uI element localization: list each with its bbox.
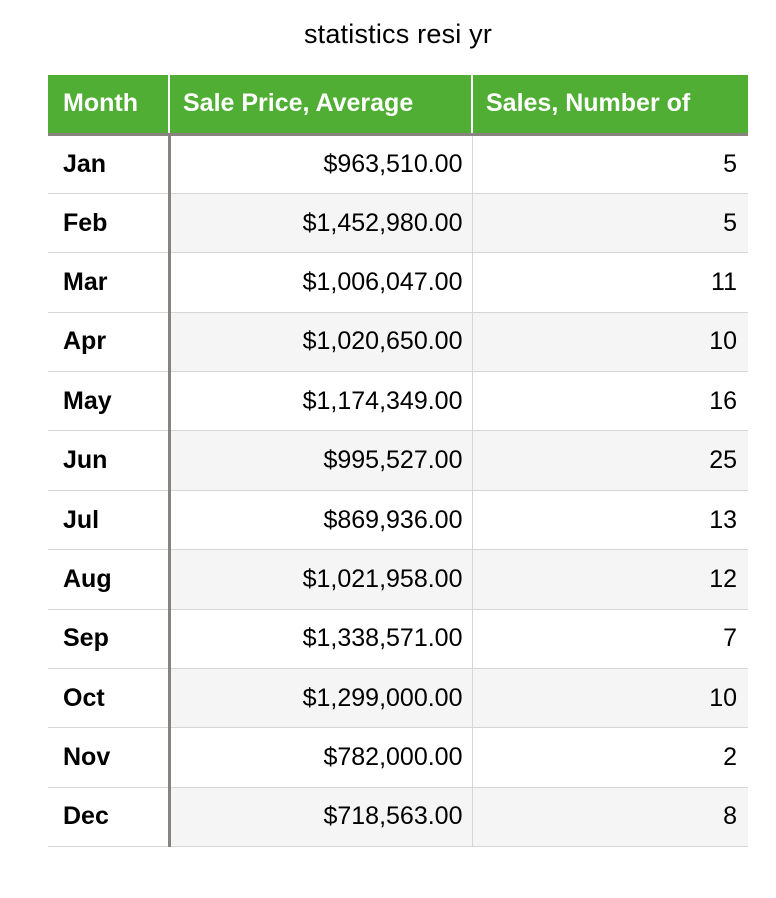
statistics-table: Month Sale Price, Average Sales, Number … (48, 75, 748, 848)
table-row: Sep $1,338,571.00 7 (48, 609, 748, 670)
avg-price-cell: $1,338,571.00 (169, 609, 472, 670)
avg-price-cell: $1,452,980.00 (169, 193, 472, 254)
avg-price-cell: $869,936.00 (169, 490, 472, 551)
month-cell: Jan (48, 134, 171, 194)
sales-count-cell: 13 (471, 490, 748, 551)
avg-price-cell: $963,510.00 (169, 134, 472, 194)
sales-count-cell: 2 (471, 727, 748, 788)
header-row: Month Sale Price, Average Sales, Number … (48, 75, 748, 136)
avg-price-cell: $1,021,958.00 (169, 549, 472, 610)
month-cell: Sep (48, 609, 171, 670)
table-row: Jun $995,527.00 25 (48, 430, 748, 491)
column-header-num-sales: Sales, Number of (471, 75, 748, 136)
table-row: Apr $1,020,650.00 10 (48, 312, 748, 373)
month-cell: Oct (48, 668, 171, 729)
page-title: statistics resi yr (303, 19, 493, 49)
month-cell: Dec (48, 787, 171, 848)
month-cell: Apr (48, 312, 171, 373)
avg-price-cell: $782,000.00 (169, 727, 472, 788)
avg-price-cell: $718,563.00 (169, 787, 472, 848)
month-cell: Jun (48, 430, 171, 491)
sales-count-cell: 10 (471, 668, 748, 729)
month-cell: Feb (48, 193, 171, 254)
sales-count-cell: 5 (471, 134, 748, 194)
month-cell: May (48, 371, 171, 432)
month-cell: Nov (48, 727, 171, 788)
sales-count-cell: 11 (471, 252, 748, 313)
table-row: Feb $1,452,980.00 5 (48, 193, 748, 254)
avg-price-cell: $995,527.00 (169, 430, 472, 491)
month-cell: Mar (48, 252, 171, 313)
table-header: Month Sale Price, Average Sales, Number … (48, 75, 748, 136)
month-cell: Jul (48, 490, 171, 551)
column-header-avg-price: Sale Price, Average (168, 75, 472, 136)
sales-count-cell: 5 (471, 193, 748, 254)
table-row: Dec $718,563.00 8 (48, 787, 748, 848)
sales-count-cell: 10 (471, 312, 748, 373)
table-row: Nov $782,000.00 2 (48, 727, 748, 788)
table-row: Jul $869,936.00 13 (48, 490, 748, 551)
avg-price-cell: $1,020,650.00 (169, 312, 472, 373)
avg-price-cell: $1,299,000.00 (169, 668, 472, 729)
sales-count-cell: 12 (471, 549, 748, 610)
avg-price-cell: $1,006,047.00 (169, 252, 472, 313)
table-row: Oct $1,299,000.00 10 (48, 668, 748, 729)
table-row: Jan $963,510.00 5 (48, 134, 748, 194)
sales-count-cell: 25 (471, 430, 748, 491)
table-row: Aug $1,021,958.00 12 (48, 549, 748, 610)
sales-count-cell: 7 (471, 609, 748, 670)
table-row: May $1,174,349.00 16 (48, 371, 748, 432)
month-cell: Aug (48, 549, 171, 610)
table-row: Mar $1,006,047.00 11 (48, 252, 748, 313)
avg-price-cell: $1,174,349.00 (169, 371, 472, 432)
sales-count-cell: 8 (471, 787, 748, 848)
sales-count-cell: 16 (471, 371, 748, 432)
table-body: Jan $963,510.00 5 Feb $1,452,980.00 5 Ma… (48, 134, 748, 848)
column-header-month: Month (48, 75, 169, 136)
